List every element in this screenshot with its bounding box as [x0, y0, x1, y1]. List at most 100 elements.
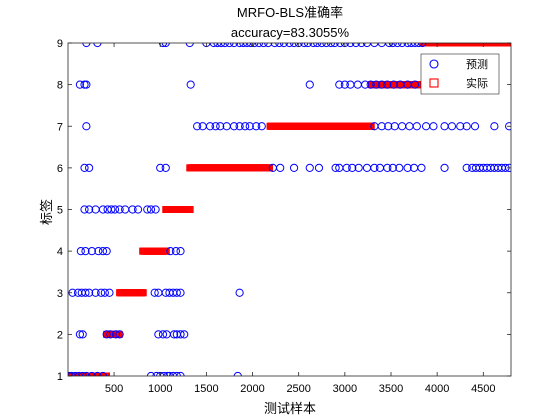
- predicted-marker: [245, 122, 254, 131]
- predicted-marker: [229, 122, 239, 131]
- chart-title: MRFO-BLS准确率: [237, 5, 343, 20]
- predicted-marker: [447, 122, 457, 131]
- y-tick-label: 9: [57, 38, 63, 50]
- legend: 预测 实际: [420, 53, 500, 95]
- predicted-marker: [85, 205, 94, 214]
- predicted-marker: [85, 163, 94, 172]
- actual-marker: [102, 372, 110, 376]
- x-tick-label: 500: [105, 383, 123, 395]
- predicted-marker: [161, 163, 170, 172]
- predicted-marker: [128, 205, 137, 214]
- predicted-marker: [82, 80, 91, 89]
- predicted-marker: [289, 163, 299, 172]
- predicted-marker: [106, 330, 115, 339]
- predicted-marker: [150, 288, 159, 297]
- predicted-marker: [91, 288, 100, 297]
- predicted-marker: [115, 330, 124, 339]
- predicted-marker: [172, 288, 181, 297]
- x-axis-label: 测试样本: [264, 401, 316, 416]
- predicted-marker: [417, 163, 426, 172]
- x-tick-label: 4500: [471, 383, 495, 395]
- predicted-marker: [151, 205, 160, 214]
- predicted-marker: [143, 205, 152, 214]
- predicted-marker: [370, 163, 379, 172]
- predicted-marker: [403, 163, 412, 172]
- actual-marker: [506, 43, 511, 47]
- predicted-marker: [361, 80, 370, 89]
- predicted-marker: [505, 163, 511, 172]
- predicted-marker: [166, 247, 175, 256]
- predicted-marker: [100, 288, 109, 297]
- predicted-marker: [211, 122, 220, 131]
- predicted-marker: [383, 163, 392, 172]
- predicted-marker: [377, 122, 386, 131]
- predicted-marker: [81, 288, 90, 297]
- predicted-marker: [186, 80, 195, 89]
- predicted-marker: [276, 163, 285, 172]
- predicted-marker: [216, 122, 225, 131]
- predicted-marker: [456, 122, 465, 131]
- predicted-marker: [235, 122, 244, 131]
- y-axis-label: 标签: [39, 199, 54, 225]
- legend-label-predicted: 预测: [466, 58, 488, 71]
- predicted-marker: [410, 80, 420, 89]
- actual-marker: [162, 247, 170, 255]
- predicted-marker: [384, 122, 393, 131]
- x-tick-label: 3500: [379, 383, 403, 395]
- predicted-marker: [94, 247, 103, 256]
- predicted-marker: [462, 122, 471, 131]
- predicted-marker: [193, 122, 202, 131]
- predicted-marker: [176, 288, 185, 297]
- predicted-marker: [102, 247, 111, 256]
- predicted-marker: [81, 247, 90, 256]
- predicted-marker: [348, 163, 357, 172]
- predicted-marker: [85, 288, 94, 297]
- predicted-marker: [98, 247, 108, 256]
- predicted-marker: [180, 330, 189, 339]
- predicted-marker: [75, 80, 85, 89]
- predicted-marker: [314, 163, 324, 172]
- x-tick-label: 4000: [425, 383, 449, 395]
- predicted-marker: [342, 163, 351, 172]
- predicted-marker: [87, 247, 97, 256]
- y-tick-label: 2: [57, 329, 63, 341]
- predicted-marker: [335, 80, 344, 89]
- predicted-marker: [82, 122, 91, 131]
- predicted-marker: [205, 122, 215, 131]
- predicted-marker: [331, 163, 340, 172]
- predicted-marker: [354, 163, 363, 172]
- plot-area: [68, 43, 511, 376]
- predicted-marker: [305, 163, 314, 172]
- predicted-marker: [146, 205, 156, 214]
- y-tick-label: 1: [57, 371, 63, 383]
- predicted-marker: [111, 330, 121, 339]
- predicted-marker: [490, 122, 499, 131]
- predicted-marker: [176, 247, 185, 256]
- predicted-marker: [389, 80, 398, 89]
- legend-marker-predicted: [429, 59, 439, 69]
- predicted-marker: [80, 205, 89, 214]
- y-tick-label: 5: [57, 205, 63, 217]
- predicted-marker: [80, 163, 89, 172]
- predicted-marker: [383, 80, 392, 89]
- predicted-marker: [133, 205, 143, 214]
- x-tick-label: 1500: [194, 383, 218, 395]
- predicted-marker: [98, 205, 108, 214]
- predicted-marker: [412, 122, 421, 131]
- predicted-marker: [505, 122, 511, 131]
- predicted-marker: [257, 122, 266, 131]
- predicted-marker: [252, 122, 261, 131]
- y-tick-label: 8: [57, 80, 63, 92]
- y-tick-label: 3: [57, 288, 63, 300]
- predicted-marker: [97, 288, 106, 297]
- chart-subtitle: accuracy=83.3055%: [231, 25, 350, 40]
- predicted-marker: [462, 163, 471, 172]
- y-axis-ticks: 1 2 3 4 5 6 7 8 9: [57, 38, 511, 383]
- predicted-marker: [372, 80, 381, 89]
- predicted-marker: [366, 80, 375, 89]
- actual-marker: [266, 164, 274, 172]
- x-tick-label: 2500: [286, 383, 310, 395]
- predicted-marker: [158, 330, 168, 339]
- predicted-marker: [340, 80, 349, 89]
- predicted-marker: [305, 80, 314, 89]
